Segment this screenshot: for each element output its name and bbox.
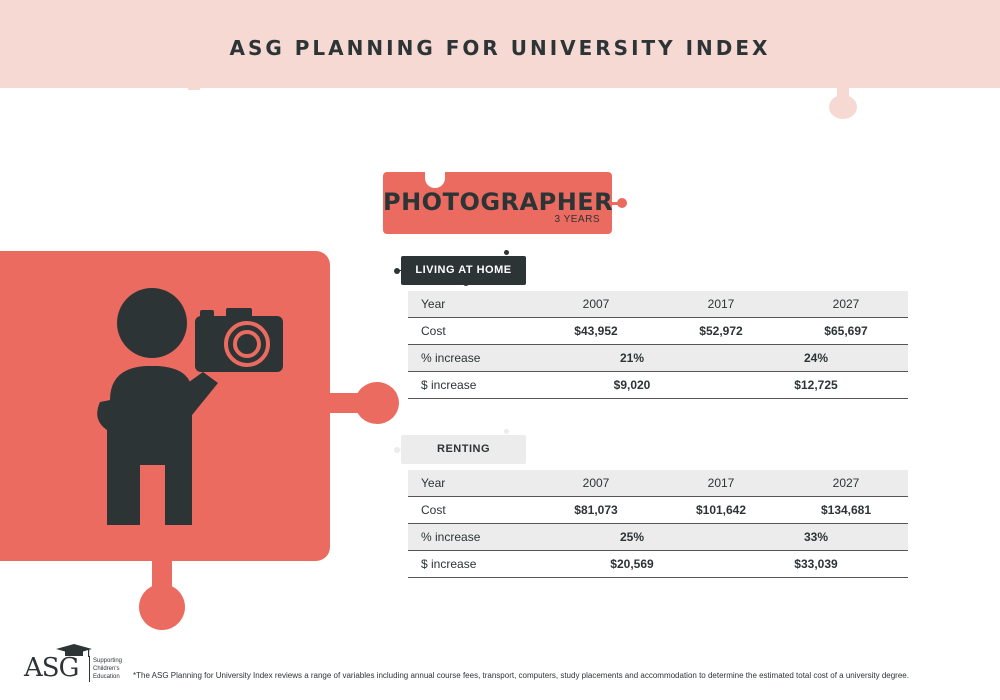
tag-knob: [504, 429, 509, 434]
row-label: $ increase: [421, 378, 477, 392]
asg-logo: ASG: [24, 653, 79, 683]
year-cell: 2027: [832, 297, 860, 311]
year-cell: 2017: [707, 476, 735, 490]
year-cell: 2007: [582, 297, 610, 311]
cost-table-renting: Year 2007 2017 2027 Cost $81,073 $101,64…: [408, 470, 908, 578]
puzzle-notch: [425, 172, 445, 188]
table-row-cost: Cost $43,952 $52,972 $65,697: [408, 318, 908, 345]
table-row-percent-increase: % increase 21% 24%: [408, 345, 908, 372]
tag-knob: [394, 447, 400, 453]
puzzle-knob: [355, 382, 399, 424]
cost-table-living-at-home: Year 2007 2017 2027 Cost $43,952 $52,972…: [408, 291, 908, 399]
table-row-year: Year 2007 2017 2027: [408, 470, 908, 497]
table-row-percent-increase: % increase 25% 33%: [408, 524, 908, 551]
cost-cell: $81,073: [574, 503, 618, 517]
puzzle-knob: [180, 60, 208, 84]
cost-cell: $52,972: [699, 324, 743, 338]
cost-cell: $43,952: [574, 324, 618, 338]
puzzle-knob: [617, 198, 627, 208]
percent-cell: 24%: [803, 351, 829, 365]
section-tag-renting: RENTING: [401, 435, 526, 464]
row-label: Cost: [421, 503, 446, 517]
cost-cell: $134,681: [820, 503, 872, 517]
puzzle-knob: [139, 584, 185, 630]
tag-knob: [504, 250, 509, 255]
page-title: ASG PLANNING FOR UNIVERSITY INDEX: [229, 36, 771, 60]
table-row-year: Year 2007 2017 2027: [408, 291, 908, 318]
footnote: *The ASG Planning for University Index r…: [133, 671, 909, 680]
table-row-dollar-increase: $ increase $9,020 $12,725: [408, 372, 908, 399]
row-label: Year: [421, 297, 446, 311]
percent-cell: 25%: [619, 530, 645, 544]
profession-card: [383, 172, 612, 234]
percent-cell: 21%: [619, 351, 645, 365]
logo-tagline: Supporting Children's Education: [93, 658, 123, 680]
table-row-cost: Cost $81,073 $101,642 $134,681: [408, 497, 908, 524]
year-cell: 2017: [707, 297, 735, 311]
graduation-cap-icon: [56, 644, 92, 657]
logo-divider: [89, 656, 90, 682]
year-cell: 2027: [832, 476, 860, 490]
dollar-cell: $20,569: [610, 557, 654, 571]
year-cell: 2007: [582, 476, 610, 490]
row-label: % increase: [421, 351, 481, 365]
row-label: Year: [421, 476, 446, 490]
puzzle-connector: [611, 202, 621, 205]
tag-knob: [463, 280, 469, 286]
puzzle-knob: [829, 95, 857, 119]
dollar-cell: $12,725: [794, 378, 838, 392]
tag-knob: [394, 268, 400, 274]
cost-cell: $101,642: [695, 503, 747, 517]
profession-duration: 3 YEARS: [554, 214, 600, 225]
person-with-camera-icon: [97, 288, 283, 525]
percent-cell: 33%: [803, 530, 829, 544]
row-label: $ increase: [421, 557, 477, 571]
dollar-cell: $9,020: [613, 378, 651, 392]
profession-title: PHOTOGRAPHER: [383, 188, 614, 216]
row-label: Cost: [421, 324, 446, 338]
header-band: [0, 0, 1000, 88]
table-row-dollar-increase: $ increase $20,569 $33,039: [408, 551, 908, 578]
dollar-cell: $33,039: [794, 557, 838, 571]
row-label: % increase: [421, 530, 481, 544]
cost-cell: $65,697: [824, 324, 868, 338]
